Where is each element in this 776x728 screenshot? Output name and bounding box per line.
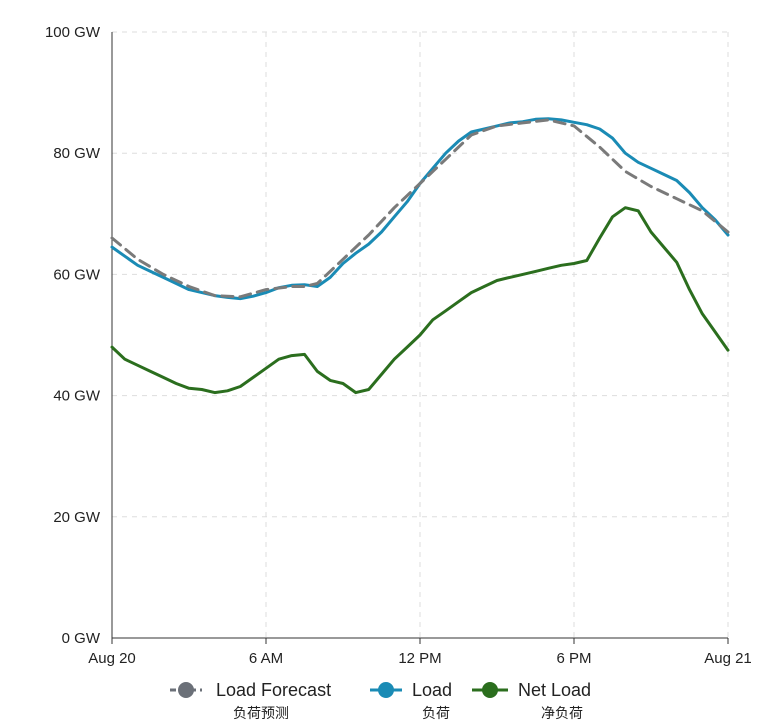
legend-label: Load Forecast (216, 680, 331, 700)
x-tick-label: Aug 21 (704, 650, 752, 667)
legend-label: Load (412, 680, 452, 700)
legend-item-load-forecast[interactable]: Load Forecast 负荷预测 (170, 680, 331, 722)
legend-swatch-marker (482, 682, 498, 698)
legend-label: Net Load (518, 680, 591, 700)
legend-swatch-marker (378, 682, 394, 698)
x-tick-label: 12 PM (398, 650, 441, 667)
series-layer (110, 117, 730, 395)
legend[interactable]: Load Forecast 负荷预测 Load 负荷 Net Load 净负荷 (170, 680, 591, 722)
legend-sublabel: 负荷 (422, 706, 450, 722)
legend-sublabel: 负荷预测 (233, 706, 289, 722)
legend-item-load[interactable]: Load 负荷 (370, 680, 452, 722)
x-tick-label: 6 AM (249, 650, 283, 667)
legend-item-net-load[interactable]: Net Load 净负荷 (472, 680, 591, 722)
legend-swatch-marker (178, 682, 194, 698)
legend-sublabel: 净负荷 (541, 706, 583, 722)
x-tick-label: Aug 20 (88, 650, 136, 667)
y-tick-label: 60 GW (53, 266, 101, 283)
series-line-net-load (110, 206, 730, 395)
x-tick-label: 6 PM (556, 650, 591, 667)
y-tick-label: 0 GW (62, 630, 101, 647)
series-line-load-forecast (110, 118, 730, 299)
y-tick-label: 20 GW (53, 509, 101, 526)
y-tick-label: 80 GW (53, 145, 101, 162)
y-tick-label: 40 GW (53, 388, 101, 405)
axis-layer: 0 GW 20 GW 40 GW 60 GW 80 GW 100 GW Aug 20 6 AM… (45, 24, 752, 667)
y-tick-label: 100 GW (45, 24, 101, 41)
